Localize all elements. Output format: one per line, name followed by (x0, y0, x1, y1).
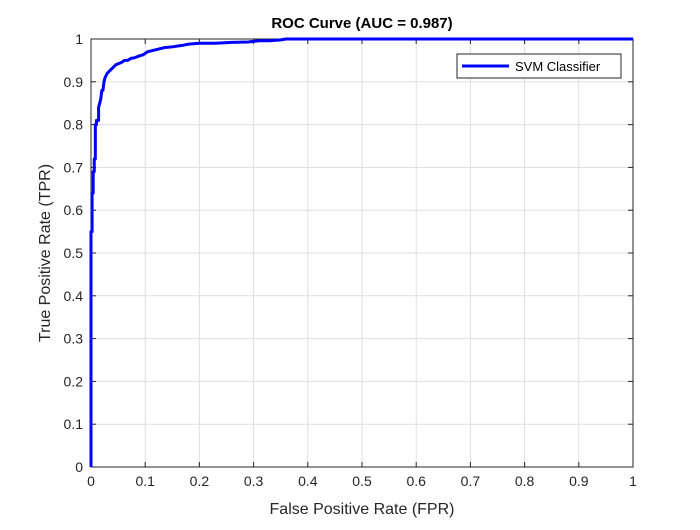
chart-title: ROC Curve (AUC = 0.987) (271, 15, 452, 32)
x-tick-label: 1 (629, 473, 637, 489)
y-tick-label: 0.4 (64, 288, 84, 304)
y-tick-label: 1 (75, 31, 83, 47)
y-tick-label: 0.5 (64, 245, 84, 261)
x-tick-label: 0 (87, 473, 95, 489)
y-axis-ticks: 0 0.1 0.2 0.3 0.4 0.5 0.6 0.7 0.8 0.9 1 (64, 31, 633, 475)
x-tick-label: 0.8 (515, 473, 535, 489)
y-tick-label: 0 (75, 459, 83, 475)
x-tick-label: 0.4 (298, 473, 318, 489)
x-tick-label: 0.6 (406, 473, 426, 489)
x-tick-label: 0.7 (461, 473, 481, 489)
x-axis-label: False Positive Rate (FPR) (270, 501, 455, 518)
legend-entry-label: SVM Classifier (515, 59, 601, 74)
grid (91, 39, 633, 467)
y-tick-label: 0.3 (64, 331, 84, 347)
y-axis-label: True Positive Rate (TPR) (37, 164, 54, 342)
x-tick-label: 0.9 (569, 473, 589, 489)
y-tick-label: 0.7 (64, 159, 84, 175)
x-tick-label: 0.5 (352, 473, 372, 489)
series-line-svm-classifier (89, 37, 633, 467)
x-tick-label: 0.1 (135, 473, 155, 489)
x-tick-label: 0.2 (190, 473, 210, 489)
series (89, 37, 633, 467)
legend: SVM Classifier (456, 53, 622, 79)
x-tick-label: 0.3 (244, 473, 264, 489)
y-tick-label: 0.1 (64, 416, 84, 432)
y-tick-label: 0.9 (64, 74, 84, 90)
x-axis-ticks: 0 0.1 0.2 0.3 0.4 0.5 0.6 0.7 0.8 0.9 1 (87, 39, 637, 489)
y-tick-label: 0.2 (64, 373, 84, 389)
y-tick-label: 0.8 (64, 117, 84, 133)
y-tick-label: 0.6 (64, 202, 84, 218)
